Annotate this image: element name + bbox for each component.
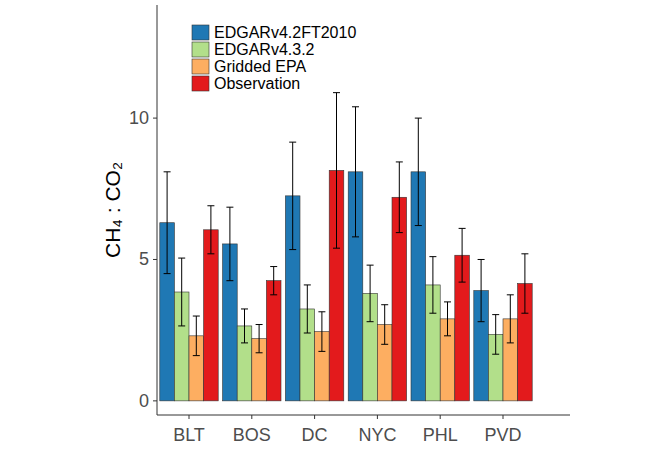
- error-bar: [415, 118, 422, 225]
- legend-label: Observation: [214, 75, 300, 92]
- legend-label: EDGARv4.3.2: [214, 41, 315, 58]
- error-bar: [478, 259, 485, 321]
- error-bar: [318, 312, 325, 352]
- x-tick-label: NYC: [358, 425, 396, 445]
- error-bar: [396, 162, 403, 233]
- x-tick-label: PHL: [423, 425, 458, 445]
- error-bar: [256, 325, 263, 353]
- error-bar: [492, 315, 499, 355]
- bar: [266, 281, 281, 401]
- legend-key: [192, 42, 209, 57]
- error-bar: [333, 93, 340, 249]
- legend-label: Gridded EPA: [214, 58, 307, 75]
- error-bar: [352, 107, 359, 237]
- legend-key: [192, 59, 209, 74]
- x-tick: [440, 415, 441, 419]
- x-tick: [251, 415, 252, 419]
- error-bar: [367, 265, 374, 322]
- y-tick-label: 10: [129, 108, 149, 128]
- y-axis-title: CH₄ : CO₂: [101, 162, 124, 258]
- error-bar: [507, 295, 514, 343]
- x-tick-label: DC: [302, 425, 328, 445]
- error-bar: [304, 285, 311, 333]
- error-bar: [521, 254, 528, 313]
- y-tick-label: 0: [139, 391, 149, 411]
- legend-key: [192, 25, 209, 40]
- x-tick: [314, 415, 315, 419]
- y-tick: [153, 259, 157, 260]
- error-bar: [241, 309, 248, 343]
- x-tick-label: BLT: [173, 425, 205, 445]
- error-bar: [207, 206, 214, 254]
- error-bar: [459, 228, 466, 282]
- legend-label: EDGARv4.2FT2010: [214, 24, 356, 41]
- error-bar: [164, 172, 171, 274]
- bar: [204, 230, 219, 401]
- x-axis: [157, 415, 570, 416]
- error-bar: [444, 302, 451, 336]
- x-tick-label: BOS: [233, 425, 271, 445]
- x-tick-label: PVD: [484, 425, 521, 445]
- error-bar: [289, 142, 296, 249]
- error-bar: [193, 316, 200, 356]
- error-bar: [226, 207, 233, 281]
- error-bar: [429, 257, 436, 314]
- legend-key: [192, 76, 209, 91]
- y-axis: [157, 5, 158, 415]
- bars: [160, 93, 532, 401]
- y-tick: [153, 118, 157, 119]
- y-tick: [153, 400, 157, 401]
- x-tick: [189, 415, 190, 419]
- error-bar: [381, 305, 388, 345]
- chart: 0 5 10 BLT BOS DC NYC PHL PVD CH₄ : CO₂ EDGARv4.2F…: [0, 0, 672, 450]
- y-tick-label: 5: [139, 249, 149, 269]
- error-bar: [270, 267, 277, 295]
- x-tick: [503, 415, 504, 419]
- x-tick: [377, 415, 378, 419]
- legend: EDGARv4.2FT2010EDGARv4.3.2Gridded EPAObs…: [192, 24, 356, 92]
- error-bar: [178, 258, 185, 326]
